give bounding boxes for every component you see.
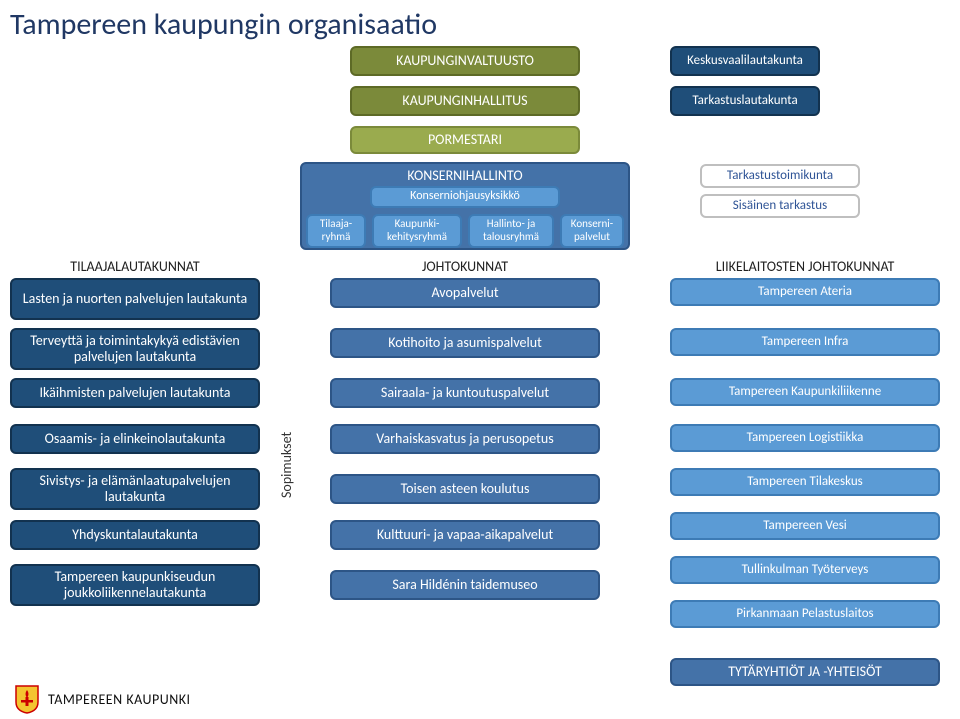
right-item-5: Tampereen Vesi (670, 512, 940, 540)
mid-item-0: Avopalvelut (330, 278, 600, 308)
konserni-heading: KONSERNIHALLINTO (407, 168, 522, 184)
right-last: TYTÄRYHTIÖT JA -YHTEISÖT (670, 658, 940, 686)
mid-heading: JOHTOKUNNAT (300, 258, 630, 275)
box-hallintoryhma: Hallinto- ja talousryhmä (468, 214, 554, 248)
left-item-4: Sivistys- ja elämänlaatupalvelujen lauta… (10, 468, 260, 510)
left-item-5: Yhdyskuntalautakunta (10, 520, 260, 550)
right-item-6: Tullinkulman Työterveys (670, 556, 940, 584)
left-item-6: Tampereen kaupunkiseudun joukkoliikennel… (10, 564, 260, 606)
box-tilaajaryhma: Tilaaja- ryhmä (306, 214, 366, 248)
box-pormestari: PORMESTARI (350, 126, 580, 154)
box-tarkastuslautakunta: Tarkastuslautakunta (670, 86, 820, 116)
box-hallitus: KAUPUNGINHALLITUS (350, 86, 580, 116)
box-sisainen-tarkastus: Sisäinen tarkastus (700, 194, 860, 218)
left-item-3: Osaamis- ja elinkeinolautakunta (10, 424, 260, 454)
mid-item-6: Sara Hildénin taidemuseo (330, 570, 600, 600)
box-valtuusto: KAUPUNGINVALTUUSTO (350, 46, 580, 76)
mid-item-3: Varhaiskasvatus ja perusopetus (330, 424, 600, 454)
right-item-0: Tampereen Ateria (670, 278, 940, 306)
page-title: Tampereen kaupungin organisaatio (0, 0, 960, 47)
footer: TAMPEREEN KAUPUNKI (0, 685, 960, 713)
crest-icon (14, 684, 40, 714)
box-tarkastustoimikunta: Tarkastustoimikunta (700, 164, 860, 188)
footer-org: TAMPEREEN KAUPUNKI (48, 691, 191, 708)
box-ohjausyksikko: Konserniohjausyksikkö (370, 186, 560, 208)
right-item-7: Pirkanmaan Pelastuslaitos (670, 600, 940, 628)
right-item-4: Tampereen Tilakeskus (670, 468, 940, 496)
right-heading: LIIKELAITOSTEN JOHTOKUNNAT (670, 258, 940, 275)
right-item-1: Tampereen Infra (670, 328, 940, 356)
mid-item-2: Sairaala- ja kuntoutuspalvelut (330, 378, 600, 408)
mid-item-4: Toisen asteen koulutus (330, 474, 600, 504)
mid-item-1: Kotihoito ja asumispalvelut (330, 328, 600, 358)
box-konsernipalvelut: Konserni- palvelut (560, 214, 624, 248)
mid-item-5: Kulttuuri- ja vapaa-aikapalvelut (330, 520, 600, 550)
box-kehitysryhma: Kaupunki- kehitysryhmä (372, 214, 462, 248)
box-keskusvaali: Keskusvaalilautakunta (670, 46, 820, 76)
right-item-3: Tampereen Logistiikka (670, 424, 940, 452)
left-heading: TILAAJALAUTAKUNNAT (10, 258, 260, 275)
sopimukset-label: Sopimukset (278, 378, 295, 498)
right-item-2: Tampereen Kaupunkiliikenne (670, 378, 940, 406)
left-item-1: Terveyttä ja toimintakykyä edistävien pa… (10, 328, 260, 370)
left-item-2: Ikäihmisten palvelujen lautakunta (10, 378, 260, 408)
left-item-0: Lasten ja nuorten palvelujen lautakunta (10, 278, 260, 320)
